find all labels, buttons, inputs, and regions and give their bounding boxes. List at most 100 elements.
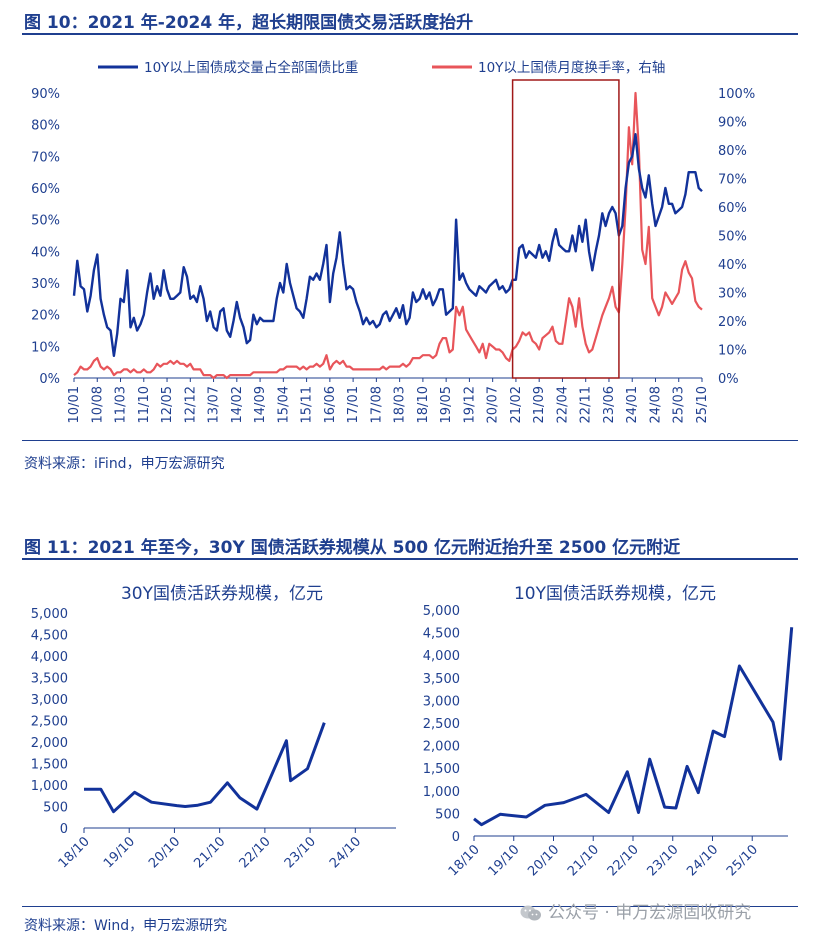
y-tick-label: 500 <box>43 801 68 816</box>
y-left-tick-label: 20% <box>31 309 60 324</box>
x-tick-label: 22/04 <box>555 386 570 423</box>
series-line-volume-share <box>72 132 703 357</box>
x-tick-label: 25/03 <box>672 386 687 423</box>
figure11-title-rule <box>22 558 798 560</box>
highlight-box <box>511 79 620 379</box>
series-line-active-bond-size <box>473 627 794 827</box>
x-tick-label: 20/07 <box>486 386 501 423</box>
x-tick-label: 18/10 <box>446 842 483 879</box>
x-tick-label: 21/02 <box>509 386 524 423</box>
y-right-tick-label: 60% <box>718 201 747 216</box>
figure11-source: 资料来源：Wind，申万宏源研究 <box>24 918 228 934</box>
x-tick-label: 11/03 <box>114 386 129 423</box>
y-tick-label: 1,500 <box>423 762 460 777</box>
y-left-tick-label: 90% <box>31 87 60 102</box>
x-tick-label: 24/08 <box>648 386 663 423</box>
y-right-tick-label: 20% <box>718 315 747 330</box>
turnover-dual-axis-chart: 10Y以上国债成交量占全部国债比重 10Y以上国债月度换手率，右轴 0% 10% 20%… <box>31 59 755 423</box>
x-tick-label: 17/08 <box>369 386 384 423</box>
x-tick-label: 22/10 <box>237 834 274 871</box>
figure11-bottom-rule <box>22 906 798 907</box>
y-right-tick-label: 90% <box>718 116 747 131</box>
figure10-title: 图 10：2021 年-2024 年，超长期限国债交易活跃度抬升 <box>24 13 474 33</box>
chart-title: 10Y国债活跃券规模，亿元 <box>514 584 716 604</box>
y-right-tick-label: 40% <box>718 258 747 273</box>
x-tick-label: 24/10 <box>327 834 364 871</box>
watermark-text: 公众号 · 申万宏源固收研究 <box>548 903 752 923</box>
y-right-tick-label: 30% <box>718 287 747 302</box>
x-tick-label: 10/01 <box>67 386 82 423</box>
y-tick-label: 1,000 <box>31 779 68 794</box>
y-tick-label: 0 <box>60 822 68 837</box>
y-tick-label: 2,500 <box>423 717 460 732</box>
y-tick-label: 5,000 <box>31 607 68 622</box>
x-tick-label: 22/10 <box>605 842 642 879</box>
y-tick-label: 4,000 <box>423 649 460 664</box>
y-tick-label: 3,000 <box>423 694 460 709</box>
x-tick-label: 10/08 <box>90 386 105 423</box>
x-tick-label: 19/12 <box>462 386 477 423</box>
y-tick-label: 1,000 <box>423 785 460 800</box>
legend-label-turnover: 10Y以上国债月度换手率，右轴 <box>478 59 665 76</box>
x-tick-label: 21/09 <box>532 386 547 423</box>
y-left-tick-label: 40% <box>31 245 60 260</box>
y-left-tick-label: 80% <box>31 119 60 134</box>
series-line-turnover <box>73 91 703 380</box>
y-tick-label: 5,000 <box>423 604 460 619</box>
x-tick-label: 23/10 <box>282 834 319 871</box>
x-tick-label: 19/10 <box>101 834 138 871</box>
x-tick-label: 24/10 <box>684 842 721 879</box>
x-tick-label: 20/10 <box>146 834 183 871</box>
y-right-tick-label: 70% <box>718 173 747 188</box>
y-left-tick-label: 50% <box>31 214 60 229</box>
y-tick-label: 1,500 <box>31 758 68 773</box>
x-tick-label: 23/10 <box>644 842 681 879</box>
series-line-active-bond-size <box>84 722 326 814</box>
10y-active-bond-size-chart: 10Y国债活跃券规模，亿元 0 500 1,000 1,500 2,000 2,500 3,0… <box>423 584 794 879</box>
x-tick-label: 18/03 <box>393 386 408 423</box>
y-tick-label: 2,000 <box>31 736 68 751</box>
legend-label-volume-share: 10Y以上国债成交量占全部国债比重 <box>144 59 358 76</box>
x-tick-label: 21/10 <box>565 842 602 879</box>
y-tick-label: 4,500 <box>31 629 68 644</box>
x-tick-label: 14/02 <box>230 386 245 423</box>
x-tick-label: 23/06 <box>602 386 617 423</box>
x-tick-label: 25/10 <box>724 842 761 879</box>
y-tick-label: 4,500 <box>423 627 460 642</box>
y-right-tick-label: 100% <box>718 87 755 102</box>
watermark: 公众号 · 申万宏源固收研究 <box>520 898 751 923</box>
x-tick-label: 15/11 <box>300 386 315 423</box>
y-left-tick-label: 10% <box>31 340 60 355</box>
y-right-tick-label: 50% <box>718 230 747 245</box>
wechat-icon <box>520 905 541 921</box>
x-tick-label: 14/09 <box>253 386 268 423</box>
x-tick-label: 24/01 <box>625 386 640 423</box>
figure10-title-rule <box>22 33 798 35</box>
y-tick-label: 3,500 <box>423 672 460 687</box>
x-tick-label: 16/06 <box>323 386 338 423</box>
y-tick-label: 4,000 <box>31 650 68 665</box>
y-tick-label: 2,500 <box>31 715 68 730</box>
x-tick-label: 18/10 <box>56 834 93 871</box>
x-tick-label: 19/10 <box>485 842 522 879</box>
y-left-tick-label: 30% <box>31 277 60 292</box>
x-tick-label: 25/10 <box>695 386 710 423</box>
x-tick-label: 12/12 <box>183 386 198 423</box>
30y-active-bond-size-chart: 30Y国债活跃券规模，亿元 0 500 1,000 1,500 2,000 2,500 3,0… <box>31 584 396 871</box>
x-tick-label: 21/10 <box>191 834 228 871</box>
y-tick-label: 2,000 <box>423 740 460 755</box>
x-tick-label: 22/11 <box>579 386 594 423</box>
y-right-tick-label: 10% <box>718 344 747 359</box>
figure10-source: 资料来源：iFind，申万宏源研究 <box>24 456 225 472</box>
y-tick-label: 3,000 <box>31 693 68 708</box>
figure11-title: 图 11：2021 年至今，30Y 国债活跃券规模从 500 亿元附近抬升至 2… <box>24 538 681 558</box>
y-tick-label: 3,500 <box>31 672 68 687</box>
x-tick-label: 20/10 <box>525 842 562 879</box>
y-tick-label: 0 <box>452 830 460 845</box>
y-left-tick-label: 0% <box>39 372 60 387</box>
x-tick-label: 18/10 <box>416 386 431 423</box>
x-tick-label: 13/07 <box>207 386 222 423</box>
x-tick-label: 15/04 <box>276 386 291 423</box>
x-tick-label: 19/05 <box>439 386 454 423</box>
x-tick-label: 11/10 <box>137 386 152 423</box>
